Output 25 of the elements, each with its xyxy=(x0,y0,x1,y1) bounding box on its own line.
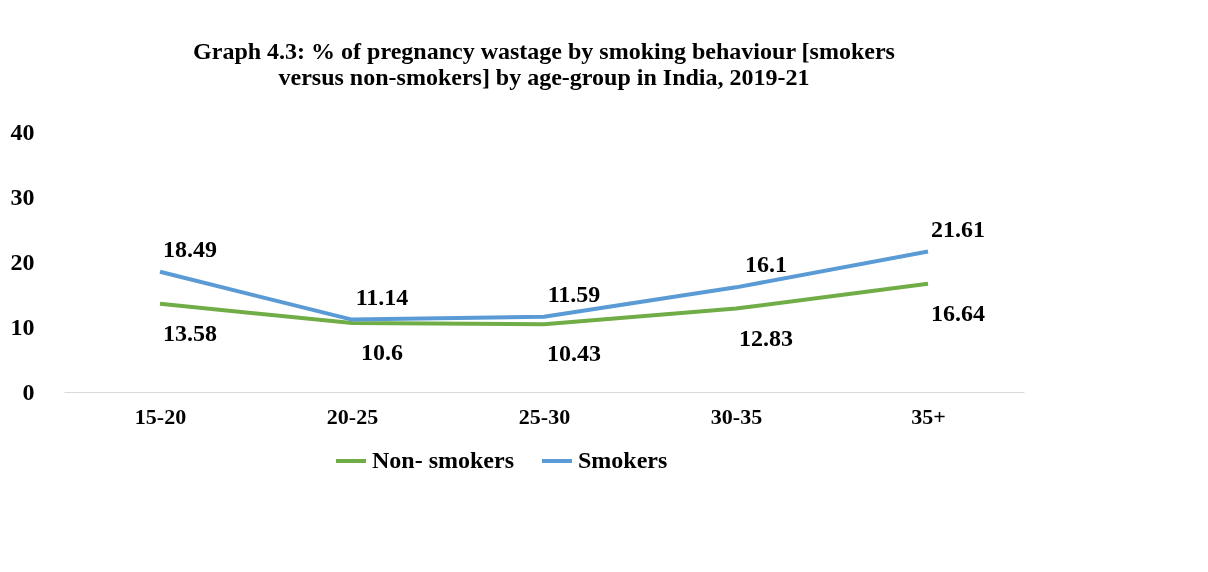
x-tick-label: 20-25 xyxy=(326,403,379,429)
x-tick-label: 25-30 xyxy=(518,403,571,429)
data-label: 11.59 xyxy=(547,280,601,307)
line-series xyxy=(158,281,930,327)
data-label: 10.43 xyxy=(547,340,601,367)
x-tick-label: 15-20 xyxy=(134,403,187,429)
data-label: 18.49 xyxy=(163,235,217,262)
y-tick-label: 0 xyxy=(22,378,35,405)
data-label: 13.58 xyxy=(163,319,217,346)
y-tick-label: 40 xyxy=(10,118,35,145)
data-label: 10.6 xyxy=(361,339,403,366)
y-tick-label: 10 xyxy=(10,313,35,340)
text: versus non-smokers] by age-group in India, 2019-21 xyxy=(278,64,810,90)
data-label: 16.64 xyxy=(931,299,985,326)
data-label: 12.83 xyxy=(739,324,793,351)
y-tick-label: 20 xyxy=(10,248,35,275)
data-label: 11.14 xyxy=(355,283,409,310)
x-tick-label: 35+ xyxy=(911,403,946,429)
legend-label: Non- smokers xyxy=(372,447,514,473)
y-tick-label: 30 xyxy=(10,183,35,210)
data-label: 16.1 xyxy=(745,251,787,278)
x-tick-label: 30-35 xyxy=(710,403,763,429)
data-label: 21.61 xyxy=(931,215,985,242)
text: Graph 4.3: % of pregnancy wastage by smoking behaviour [smokers xyxy=(193,38,895,64)
legend-label: Smokers xyxy=(578,447,668,473)
